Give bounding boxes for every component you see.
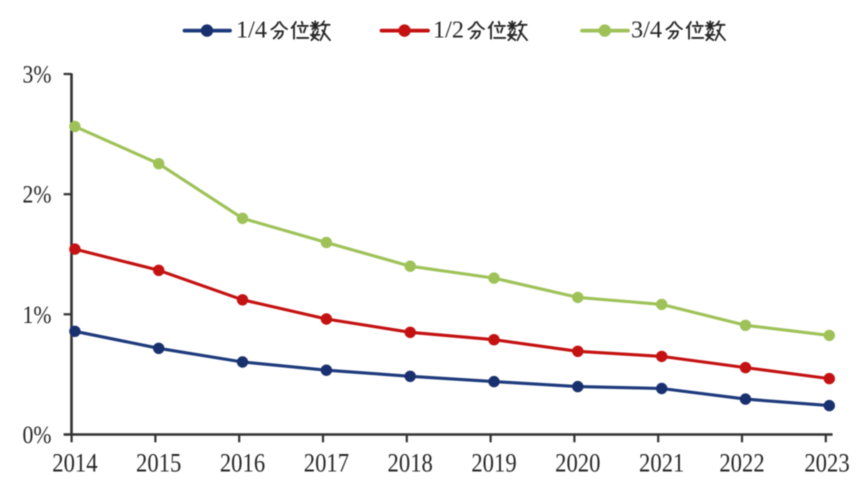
svg-text:2%: 2% <box>23 180 52 209</box>
svg-text:2014: 2014 <box>52 447 97 477</box>
svg-text:1/4: 1/4 <box>236 17 267 43</box>
svg-text:1/2: 1/2 <box>433 17 464 43</box>
svg-text:2017: 2017 <box>304 447 349 477</box>
svg-text:2020: 2020 <box>555 447 600 477</box>
svg-text:1%: 1% <box>23 300 52 329</box>
svg-text:3/4: 3/4 <box>631 17 662 43</box>
svg-text:2015: 2015 <box>136 447 181 477</box>
svg-text:3%: 3% <box>23 60 52 89</box>
svg-text:2019: 2019 <box>471 447 516 477</box>
svg-text:0%: 0% <box>23 420 52 449</box>
svg-text:2023: 2023 <box>804 447 849 477</box>
svg-text:2022: 2022 <box>719 447 764 477</box>
svg-text:2018: 2018 <box>388 447 433 477</box>
svg-text:2016: 2016 <box>220 447 265 477</box>
svg-text:2021: 2021 <box>639 447 684 477</box>
